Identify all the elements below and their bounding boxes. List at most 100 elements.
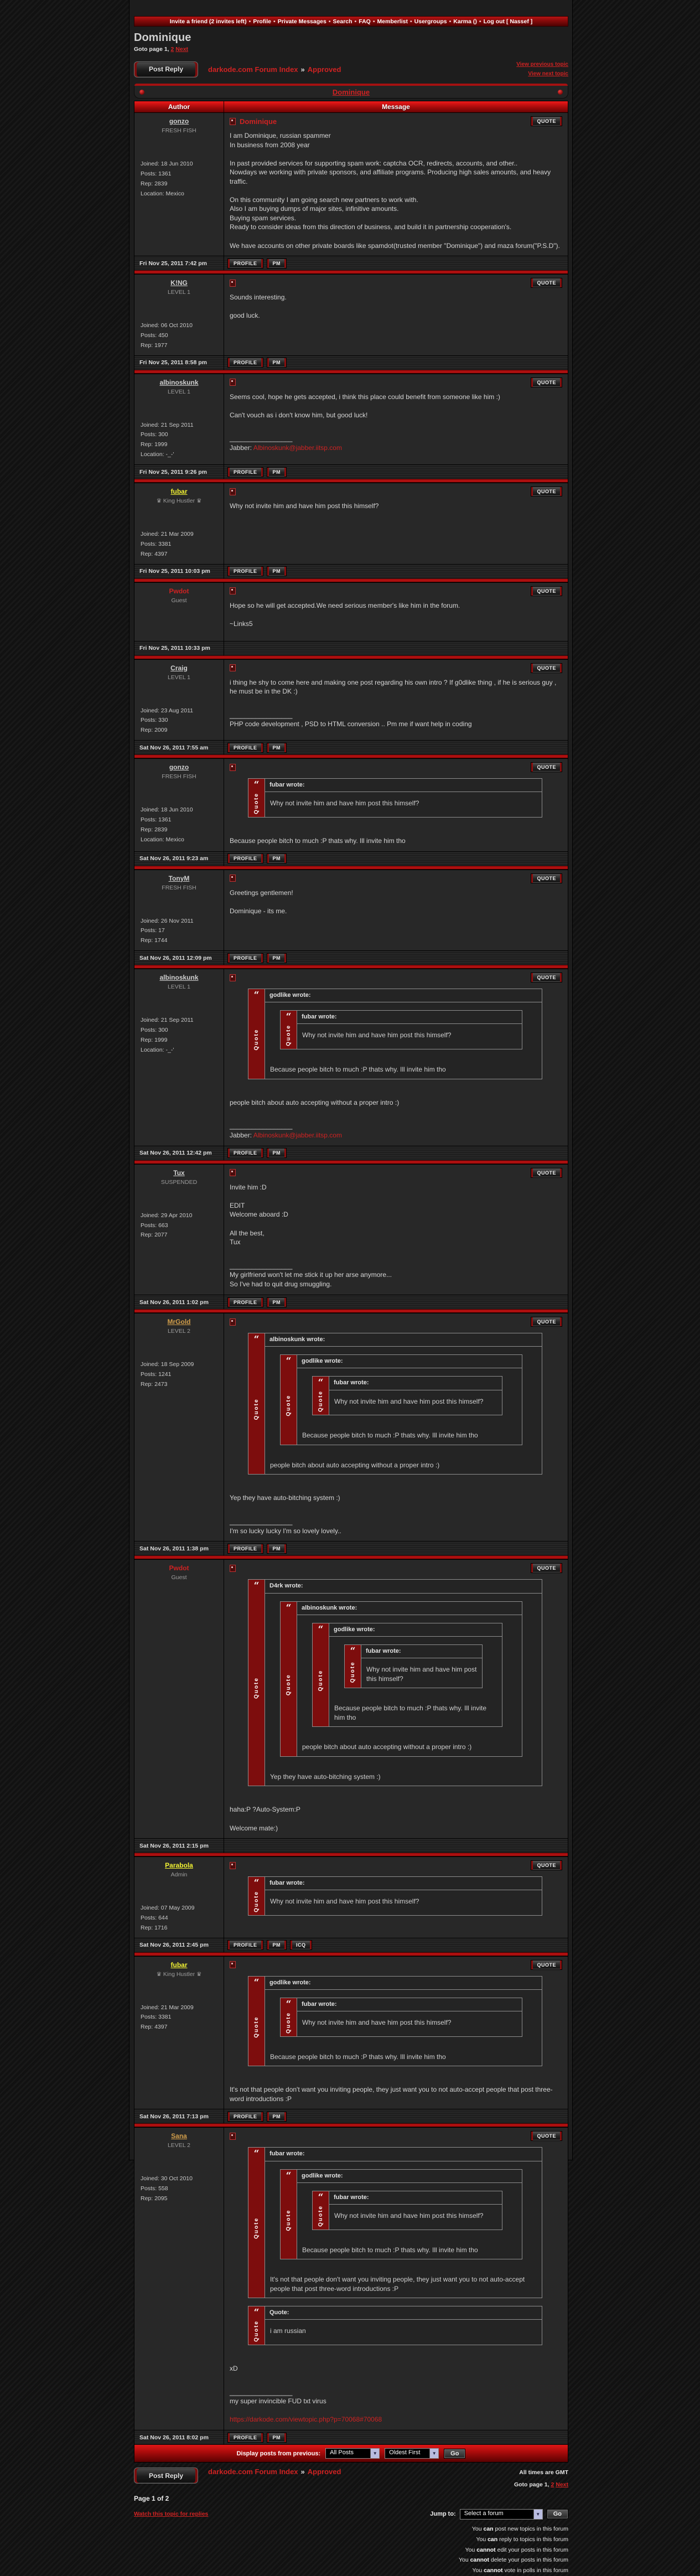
pm-button[interactable]: PM	[266, 1543, 287, 1554]
page-2-link-bottom[interactable]: 2	[551, 2481, 554, 2488]
quote-button[interactable]: QUOTE	[531, 762, 562, 773]
author-name-link[interactable]: gonzo	[169, 117, 189, 125]
nav-link-profile[interactable]: Profile	[253, 18, 271, 25]
nav-link-faq[interactable]: FAQ	[359, 18, 371, 25]
author-name-link[interactable]: gonzo	[169, 763, 189, 772]
profile-button[interactable]: PROFILE	[227, 1148, 263, 1158]
pm-button[interactable]: PM	[266, 358, 287, 368]
pm-button[interactable]: PM	[266, 1148, 287, 1158]
display-posts-filter-select[interactable]: All Posts ▼	[325, 2448, 380, 2459]
post-divider	[134, 1555, 568, 1560]
pm-button[interactable]: PM	[266, 1297, 287, 1307]
profile-button[interactable]: PROFILE	[227, 1543, 263, 1554]
quote-button[interactable]: QUOTE	[531, 1860, 562, 1871]
signature-link[interactable]: https://darkode.com/viewtopic.php?p=7006…	[230, 2415, 382, 2424]
quote-button[interactable]: QUOTE	[531, 973, 562, 983]
next-page-link-bottom[interactable]: Next	[556, 2481, 568, 2488]
author-name-link[interactable]: TonyM	[168, 874, 190, 882]
quote-button[interactable]: QUOTE	[531, 2131, 562, 2142]
quote-button[interactable]: QUOTE	[531, 1317, 562, 1327]
author-name-link[interactable]: fubar	[170, 488, 188, 496]
nav-link-search[interactable]: Search	[333, 18, 352, 25]
profile-button[interactable]: PROFILE	[227, 854, 263, 864]
pm-button[interactable]: PM	[266, 467, 287, 477]
quote-button[interactable]: QUOTE	[531, 586, 562, 596]
profile-button[interactable]: PROFILE	[227, 742, 263, 753]
author-stat: Rep: 2839	[141, 826, 168, 833]
page-2-link[interactable]: 2	[170, 46, 174, 53]
display-posts-order-select[interactable]: Oldest First ▼	[385, 2448, 439, 2459]
author-name-link[interactable]: Pwdot	[169, 1564, 189, 1573]
breadcrumb-forum-index[interactable]: darkode.com Forum Index	[208, 65, 298, 74]
jump-to-go-button[interactable]: Go	[546, 2509, 568, 2520]
pm-button[interactable]: PM	[266, 566, 287, 577]
quote-button[interactable]: QUOTE	[531, 1563, 562, 1574]
quote-button[interactable]: QUOTE	[531, 278, 562, 288]
profile-button[interactable]: PROFILE	[227, 358, 263, 368]
breadcrumb-forum-index-bottom[interactable]: darkode.com Forum Index	[208, 2468, 298, 2476]
next-page-link[interactable]: Next	[175, 46, 189, 53]
permission-text: You	[472, 2567, 484, 2574]
post-subject-row: QUOTE	[230, 1860, 562, 1871]
watch-topic-link[interactable]: Watch this topic for replies	[134, 2511, 209, 2518]
pm-button[interactable]: PM	[266, 2432, 287, 2443]
post-reply-button[interactable]: Post Reply	[134, 61, 198, 77]
post-row: Parabola Admin Joined: 07 May 2009 Posts: 6…	[134, 1856, 568, 1938]
quote-button[interactable]: QUOTE	[531, 116, 562, 126]
signature-link[interactable]: Albinoskunk@jabber.iitsp.com	[253, 444, 342, 452]
profile-button[interactable]: PROFILE	[227, 2432, 263, 2443]
nav-link-invite-a-friend-2-invites-left[interactable]: Invite a friend (2 invites left)	[169, 18, 247, 25]
signature-link[interactable]: Albinoskunk@jabber.iitsp.com	[253, 1131, 342, 1139]
author-name-link[interactable]: Pwdot	[169, 587, 189, 595]
quote-block: “ Quote godlike wrote: “ Quote fubar wrote: Wh…	[312, 1622, 502, 1727]
author-name-link[interactable]: Tux	[173, 1168, 185, 1177]
quote-button[interactable]: QUOTE	[531, 873, 562, 883]
profile-button[interactable]: PROFILE	[227, 953, 263, 963]
profile-button[interactable]: PROFILE	[227, 1297, 263, 1307]
author-name-link[interactable]: fubar	[170, 1961, 188, 1969]
profile-button[interactable]: PROFILE	[227, 467, 263, 477]
nav-link-usergroups[interactable]: Usergroups	[414, 18, 447, 25]
profile-button[interactable]: PROFILE	[227, 1940, 263, 1951]
nav-link-private-messages[interactable]: Private Messages	[277, 18, 326, 25]
view-next-topic-link[interactable]: View next topic	[528, 71, 568, 77]
quote-button[interactable]: QUOTE	[531, 1167, 562, 1178]
quote-button[interactable]: QUOTE	[531, 1959, 562, 1970]
pm-button[interactable]: PM	[266, 854, 287, 864]
author-name-link[interactable]: Parabola	[165, 1861, 193, 1870]
nav-link-karma[interactable]: Karma ()	[453, 18, 477, 25]
jump-to-select[interactable]: Select a forum ▼	[459, 2508, 543, 2520]
profile-button[interactable]: PROFILE	[227, 258, 263, 268]
quote-button[interactable]: QUOTE	[531, 377, 562, 387]
author-name-link[interactable]: Craig	[170, 664, 188, 672]
quote-button[interactable]: QUOTE	[531, 487, 562, 497]
pm-button[interactable]: PM	[266, 953, 287, 963]
profile-button[interactable]: PROFILE	[227, 566, 263, 577]
author-name-link[interactable]: MrGold	[167, 1318, 191, 1326]
author-name-link[interactable]: albinoskunk	[159, 974, 199, 982]
pm-button[interactable]: PM	[266, 1940, 287, 1951]
author-name-link[interactable]: Sana	[171, 2132, 187, 2140]
view-previous-topic-link[interactable]: View previous topic	[516, 61, 568, 68]
post-row: fubar ♛ King Hustler ♛ Joined: 21 Mar 2009…	[134, 483, 568, 564]
display-posts-go-button[interactable]: Go	[444, 2448, 466, 2459]
quote-button[interactable]: QUOTE	[531, 663, 562, 673]
post-reply-button-bottom[interactable]: Post Reply	[134, 2468, 198, 2484]
pm-button[interactable]: PM	[266, 258, 287, 268]
author-name-link[interactable]: albinoskunk	[159, 378, 199, 386]
nav-link-log-out-nassef[interactable]: Log out [ Nassef ]	[483, 18, 533, 25]
quote-header: fubar wrote:	[265, 779, 542, 793]
breadcrumb-approved[interactable]: Approved	[307, 65, 341, 74]
icq-button[interactable]: ICQ	[290, 1940, 312, 1951]
bottom-row: Watch this topic for replies Jump to: Se…	[134, 2508, 568, 2520]
top-nav: Invite a friend (2 invites left) • Profi…	[134, 16, 568, 27]
pm-button[interactable]: PM	[266, 2111, 287, 2122]
pm-button[interactable]: PM	[266, 742, 287, 753]
topic-bar-left-dot-icon	[139, 89, 144, 95]
quote-strip: “Quote	[281, 1998, 297, 2036]
profile-button[interactable]: PROFILE	[227, 2111, 263, 2122]
author-name-link[interactable]: K!NG	[170, 279, 188, 287]
breadcrumb-approved-bottom[interactable]: Approved	[307, 2468, 341, 2476]
topic-title-link[interactable]: Dominique	[332, 87, 370, 96]
nav-link-memberlist[interactable]: Memberlist	[377, 18, 408, 25]
